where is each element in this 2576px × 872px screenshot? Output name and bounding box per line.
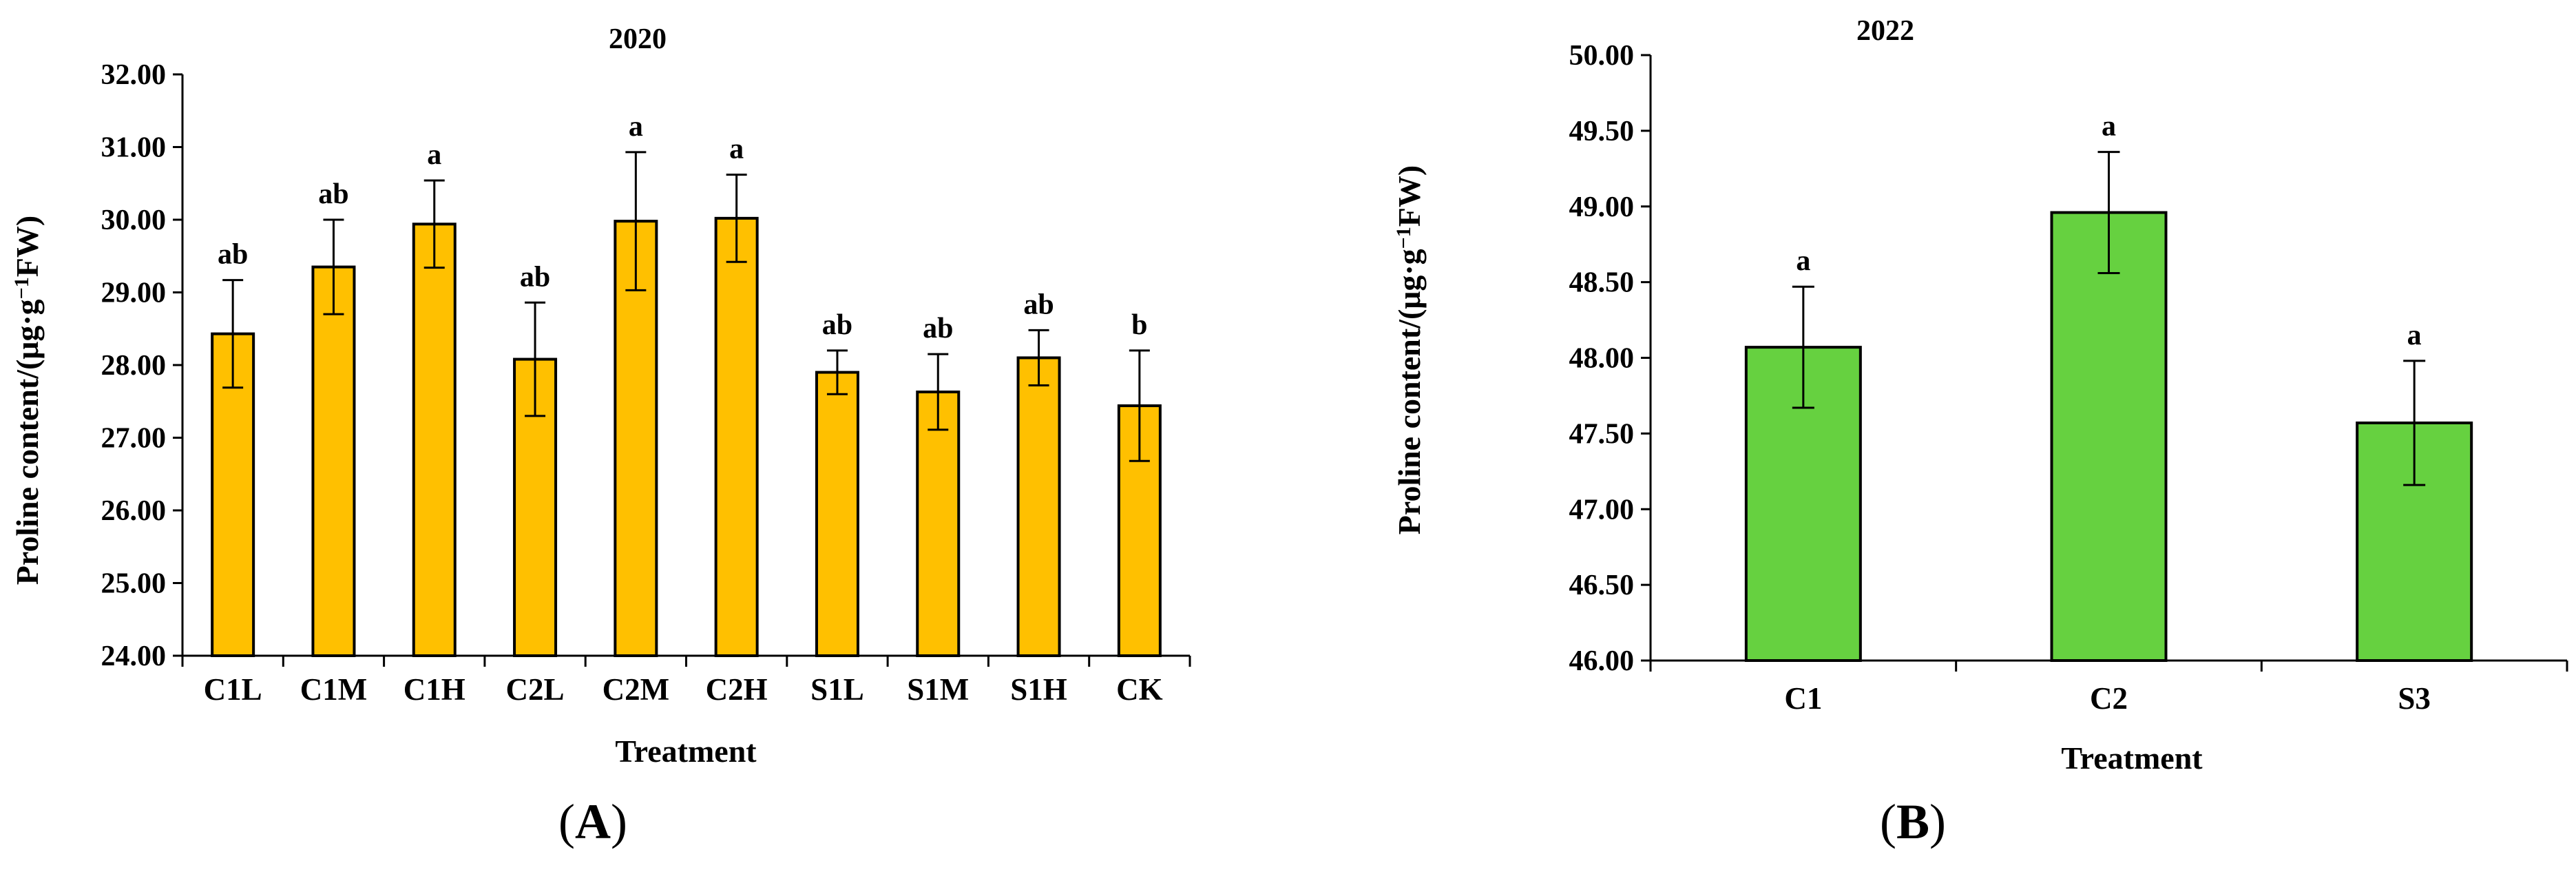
chart-a-bar-c1m xyxy=(311,265,356,657)
chart-a-ytick-label: 29.00 xyxy=(101,278,167,309)
chart-b-ytick-label: 46.00 xyxy=(1569,645,1635,677)
chart-b-xtick-label: S3 xyxy=(2398,681,2431,716)
chart-a-xtick-label: CK xyxy=(1116,672,1163,707)
chart-a-sig-label: b xyxy=(1131,309,1147,341)
chart-b-ylabel: Proline content/(μg·g−1FW) xyxy=(1392,165,1427,534)
chart-a-bars: ab C1L ab C1M a C1H ab C2L a C2M a C2H ab S1L ab S1M ab S… xyxy=(204,111,1163,707)
chart-a-xtick-label: S1M xyxy=(907,672,969,707)
chart-b-ytick-label: 47.50 xyxy=(1569,418,1635,450)
chart-b-ylabel-end: FW) xyxy=(1392,165,1427,227)
chart-b-bar-c2 xyxy=(2050,211,2168,663)
chart-b: 2022 46.00 46.50 47.00 47.50 48.00 48.50 49.00… xyxy=(1392,15,2568,849)
chart-a-ylabel: Proline content/(μg·g−1FW) xyxy=(10,216,45,585)
chart-b-ytick-label: 49.00 xyxy=(1569,191,1635,223)
panel-label-a: (A) xyxy=(558,794,627,849)
chart-b-title: 2022 xyxy=(1856,15,1914,47)
chart-a-ytick-label: 31.00 xyxy=(101,132,167,164)
panel-letter-b: B xyxy=(1896,794,1929,849)
chart-a-sig-label: a xyxy=(629,111,643,143)
chart-a-sig-label: ab xyxy=(520,261,550,293)
chart-b-sig-label: a xyxy=(1796,245,1810,277)
chart-b-ytick-label: 47.00 xyxy=(1569,494,1635,526)
chart-a-ytick-label: 32.00 xyxy=(101,59,167,91)
chart-a-sig-label: ab xyxy=(1023,289,1054,320)
chart-a-xtick-label: C2M xyxy=(603,672,669,707)
chart-a-xtick-label: C1H xyxy=(404,672,465,707)
chart-a-bar-c1h xyxy=(412,222,457,657)
chart-a-bar-c2m xyxy=(614,220,658,657)
chart-b-xlabel: Treatment xyxy=(2061,740,2203,776)
chart-a-ytick-label: 27.00 xyxy=(101,423,167,455)
chart-a-ylabel-main: Proline content/(μg·g xyxy=(10,299,45,585)
chart-a-sig-label: ab xyxy=(318,178,348,210)
panel-label-b: (B) xyxy=(1880,794,1946,849)
chart-a-sig-label: ab xyxy=(822,309,852,341)
chart-a-xlabel: Treatment xyxy=(615,734,757,769)
panel-letter-a: A xyxy=(575,794,611,849)
chart-b-xtick-label: C1 xyxy=(1784,681,1822,716)
chart-b-ytick-label: 46.50 xyxy=(1569,570,1635,601)
chart-b-ylabel-main: Proline content/(μg·g xyxy=(1392,249,1427,534)
chart-a-sig-label: ab xyxy=(923,313,953,344)
chart-a-xtick-label: S1H xyxy=(1010,672,1067,707)
chart-b-ylabel-sup: −1 xyxy=(1392,227,1415,249)
chart-a-title: 2020 xyxy=(609,23,667,55)
chart-a-bar-s1l xyxy=(815,371,859,657)
chart-b-ytick-label: 48.50 xyxy=(1569,267,1635,299)
chart-b-sig-label: a xyxy=(2407,320,2422,351)
chart-b-xtick-label: C2 xyxy=(2090,681,2128,716)
chart-a-xtick-label: C1L xyxy=(204,672,262,707)
chart-a-ytick-label: 30.00 xyxy=(101,205,167,236)
chart-a-ytick-label: 24.00 xyxy=(101,641,167,672)
chart-a-ylabel-sup: −1 xyxy=(10,277,33,299)
chart-a-sig-label: a xyxy=(427,139,441,171)
chart-a-xtick-label: S1L xyxy=(810,672,864,707)
chart-a-axes: 24.00 25.00 26.00 27.00 28.00 29.00 30.00 31.00… xyxy=(101,59,1191,672)
chart-a-ytick-label: 28.00 xyxy=(101,350,167,382)
chart-a-bar-s1h xyxy=(1016,356,1061,657)
chart-a-bar-s1m xyxy=(916,391,961,657)
chart-a-bar-c1l xyxy=(211,332,255,657)
chart-a-sig-label: a xyxy=(729,134,744,165)
chart-a: 2020 24.00 25.00 26.00 27.00 28.00 29.00 30.00… xyxy=(10,23,1191,849)
chart-b-ytick-label: 50.00 xyxy=(1569,40,1635,72)
chart-b-ytick-label: 49.50 xyxy=(1569,116,1635,147)
chart-a-ytick-label: 25.00 xyxy=(101,568,167,600)
chart-a-xtick-label: C2H xyxy=(706,672,768,707)
chart-a-sig-label: ab xyxy=(218,239,248,271)
chart-b-sig-label: a xyxy=(2102,111,2116,143)
chart-b-bars: a C1 a C2 a S3 xyxy=(1744,111,2473,716)
chart-b-ytick-label: 48.00 xyxy=(1569,343,1635,375)
chart-a-xtick-label: C1M xyxy=(300,672,367,707)
chart-a-bar-c2h xyxy=(714,216,759,657)
chart-a-ytick-label: 26.00 xyxy=(101,495,167,527)
chart-a-ylabel-end: FW) xyxy=(10,216,45,277)
chart-a-xtick-label: C2L xyxy=(506,672,565,707)
